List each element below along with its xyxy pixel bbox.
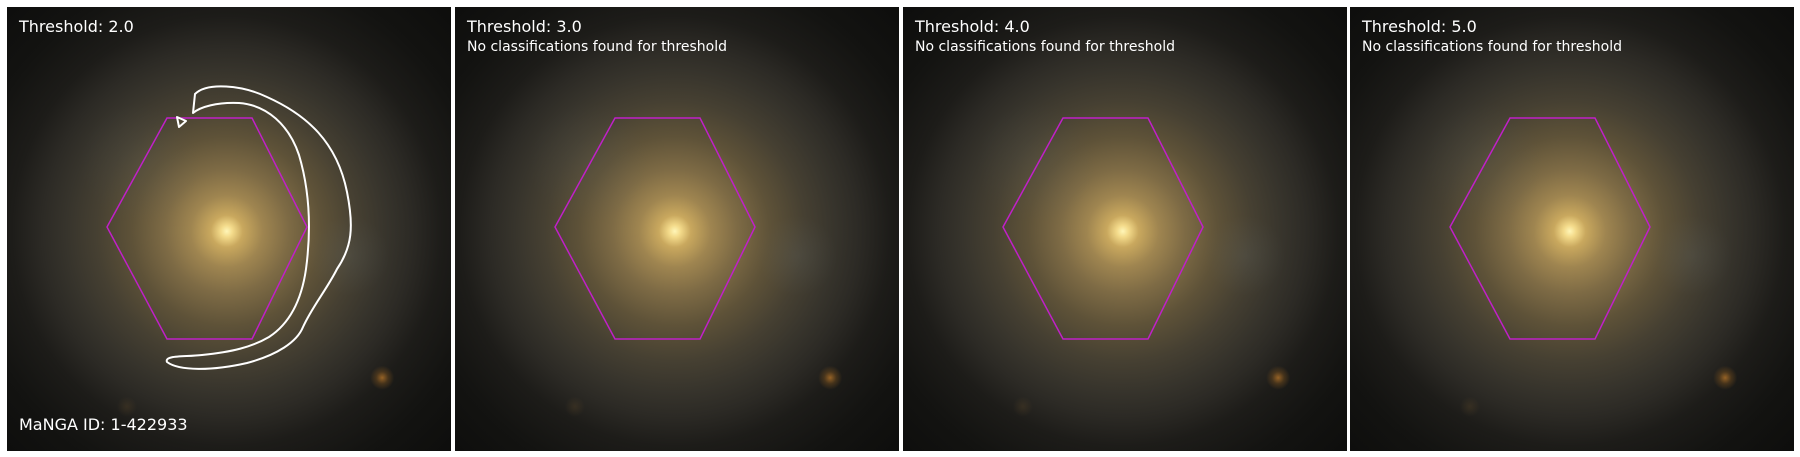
no-classifications-message: No classifications found for threshold <box>1362 39 1622 55</box>
no-classifications-message: No classifications found for threshold <box>915 39 1175 55</box>
galaxy-id-label: MaNGA ID: 1-422933 <box>19 415 188 434</box>
galaxy-panel-threshold-2: Threshold: 2.0 MaNGA ID: 1-422933 <box>7 7 451 451</box>
ifu-hexagon <box>554 117 756 340</box>
galaxy-panel-threshold-4: Threshold: 4.0 No classifications found … <box>903 7 1347 451</box>
galaxy-panel-threshold-3: Threshold: 3.0 No classifications found … <box>455 7 899 451</box>
threshold-label: Threshold: 4.0 <box>915 17 1030 36</box>
ifu-hexagon <box>1002 117 1204 340</box>
galaxy-panel-threshold-5: Threshold: 5.0 No classifications found … <box>1350 7 1794 451</box>
panel-overlay <box>1449 117 1651 340</box>
ifu-hexagon <box>1449 117 1651 340</box>
panel-overlay <box>106 85 352 370</box>
no-classifications-message: No classifications found for threshold <box>467 39 727 55</box>
threshold-label: Threshold: 3.0 <box>467 17 582 36</box>
threshold-label: Threshold: 2.0 <box>19 17 134 36</box>
classification-contour-small <box>176 116 187 128</box>
threshold-label: Threshold: 5.0 <box>1362 17 1477 36</box>
ifu-hexagon <box>106 117 308 340</box>
panel-overlay <box>554 117 756 340</box>
classification-contour <box>165 85 352 370</box>
panel-overlay <box>1002 117 1204 340</box>
